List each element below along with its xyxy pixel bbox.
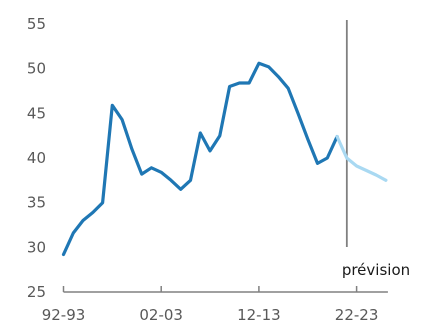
x-tick-label: 22-23 (335, 306, 379, 324)
y-axis-tick-labels: 25 30 35 40 45 50 55 (27, 15, 46, 301)
forecast-series-line (335, 135, 388, 182)
x-tick-label: 12-13 (237, 306, 281, 324)
x-axis-tick-labels: 92-93 02-03 12-13 22-23 (42, 306, 379, 324)
actual-series-line (61, 61, 339, 257)
y-tick-label: 30 (27, 238, 46, 256)
x-axis (62, 286, 388, 293)
y-tick-label: 45 (27, 104, 46, 122)
forecast-annotation: prévision (342, 261, 410, 279)
x-tick-label: 92-93 (42, 306, 86, 324)
y-tick-label: 55 (27, 15, 46, 33)
y-tick-label: 50 (27, 60, 46, 78)
y-tick-label: 35 (27, 194, 46, 212)
y-tick-label: 40 (27, 149, 46, 167)
y-tick-label: 25 (27, 283, 46, 301)
series-lines (61, 61, 388, 257)
x-tick-label: 02-03 (139, 306, 183, 324)
